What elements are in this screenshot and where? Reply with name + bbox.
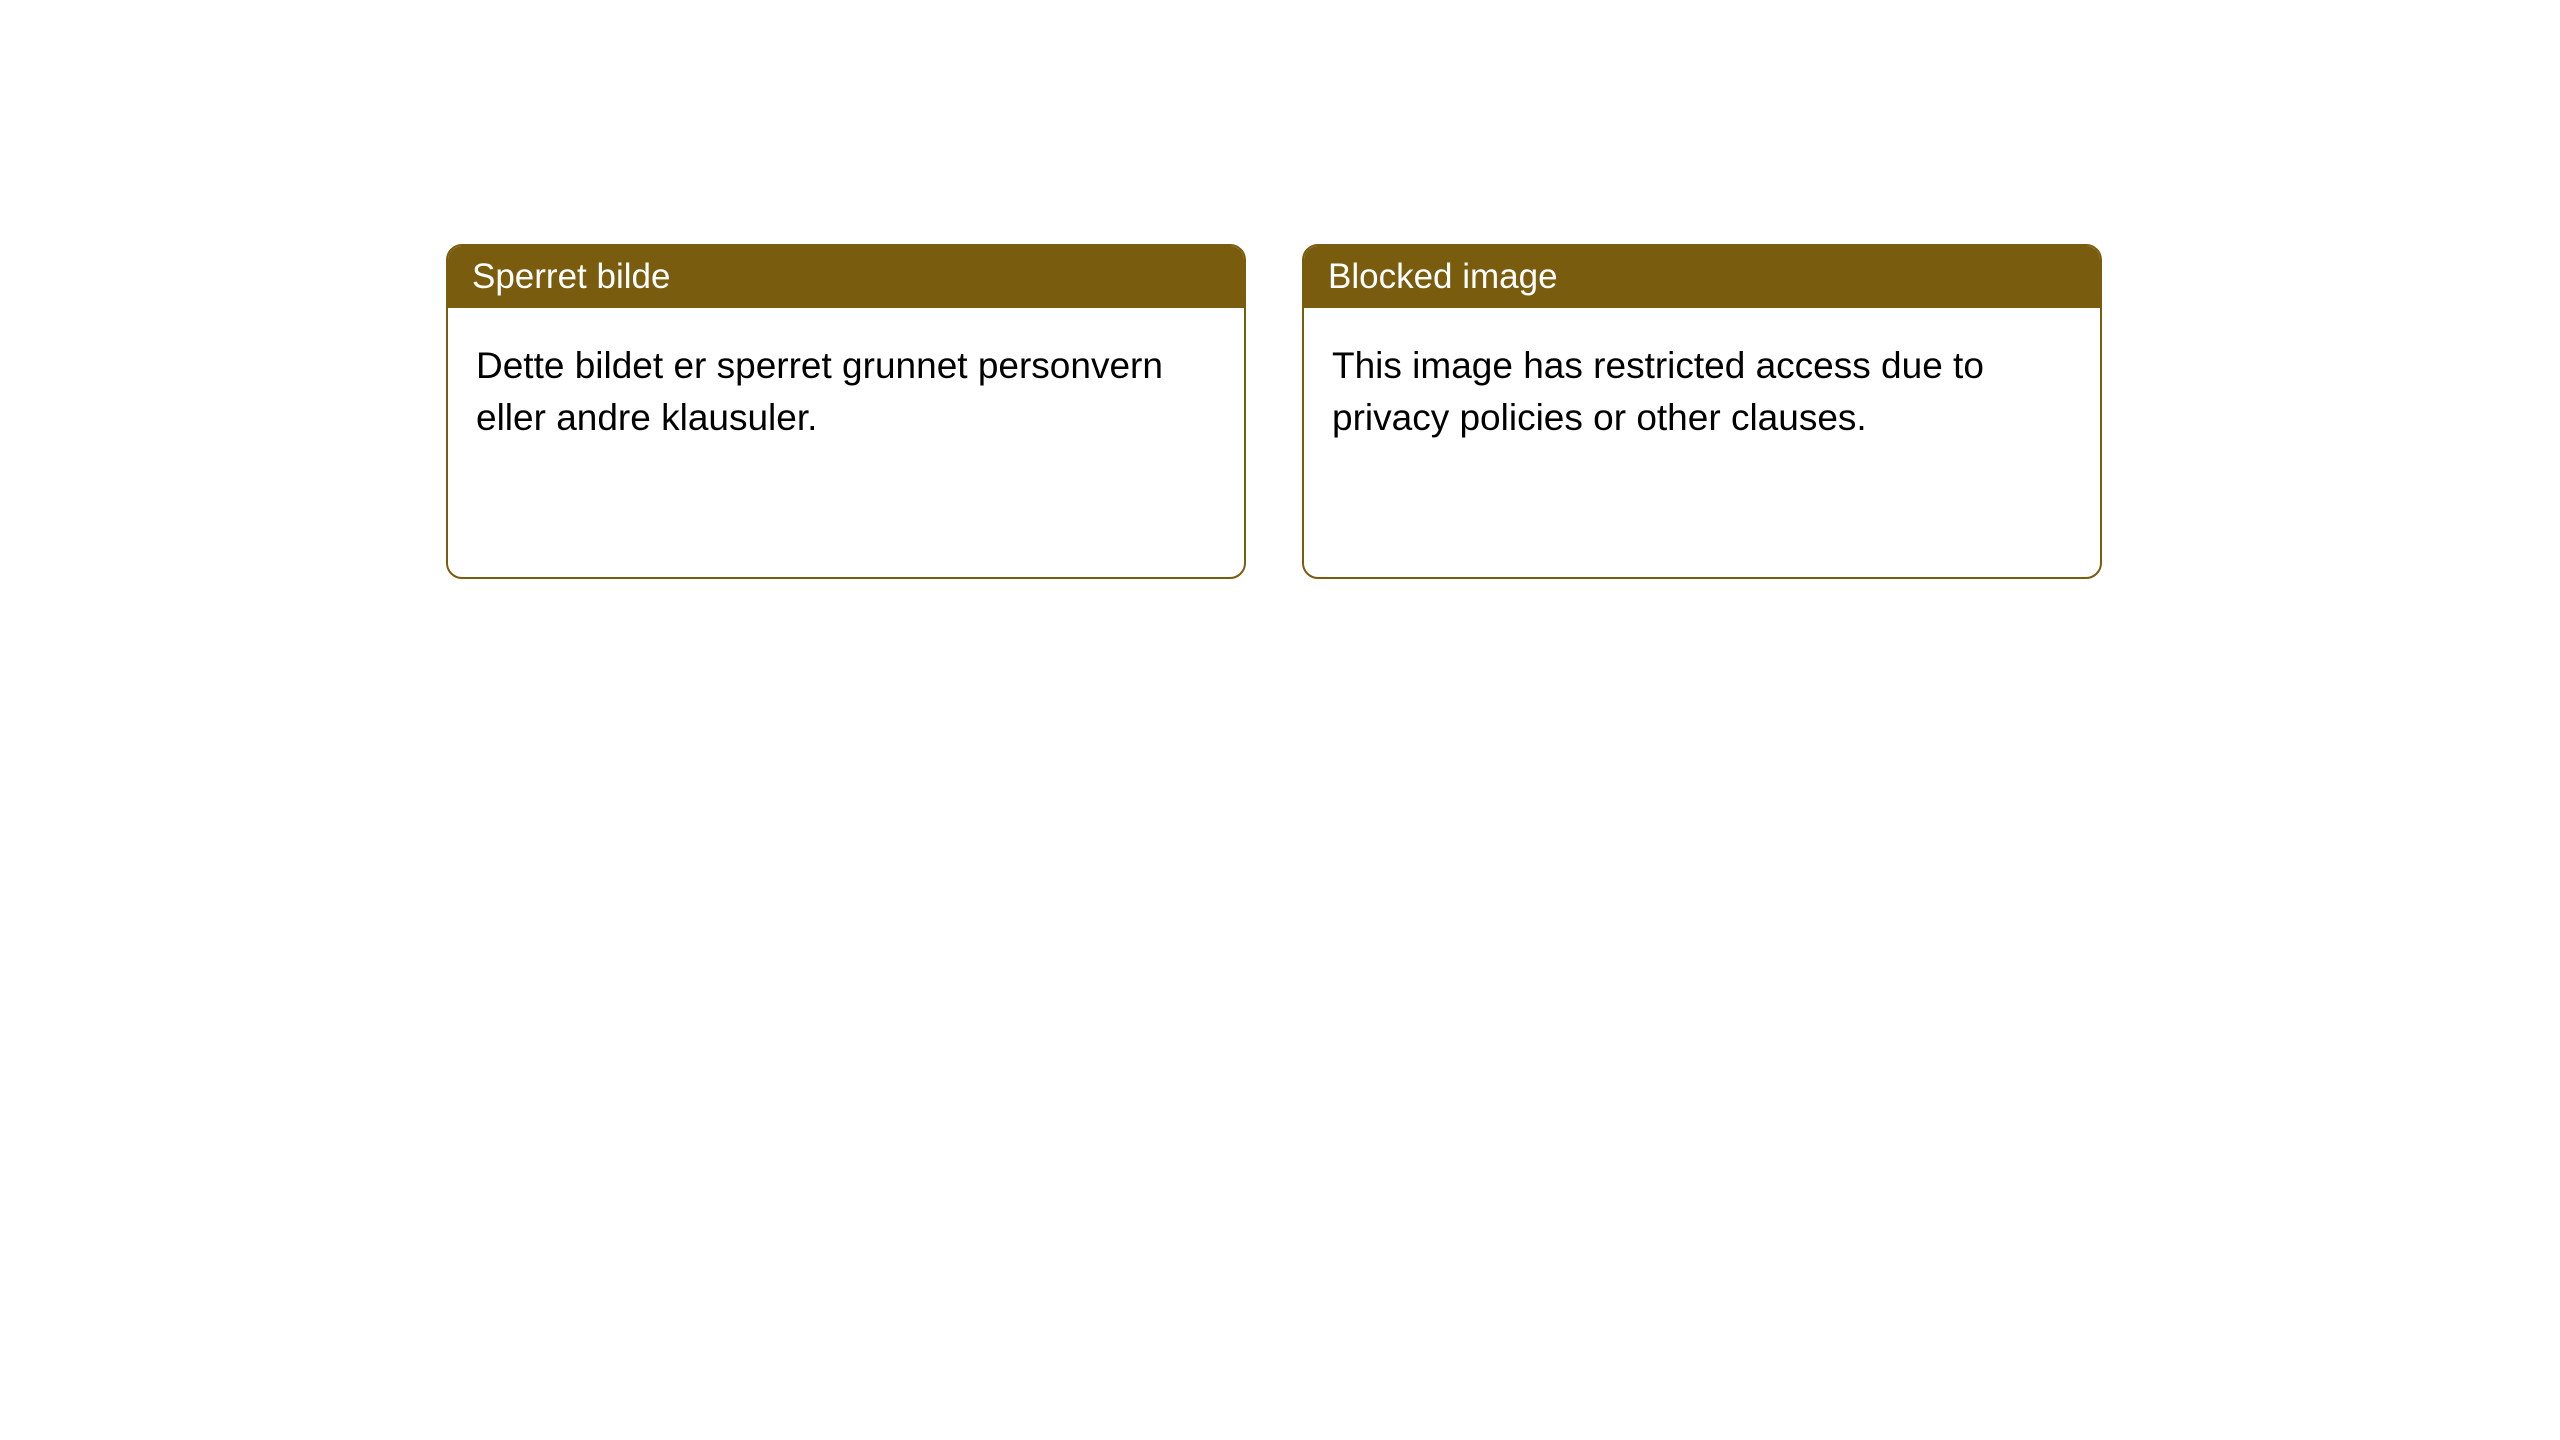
card-title-en: Blocked image — [1304, 246, 2100, 308]
card-body-no: Dette bildet er sperret grunnet personve… — [448, 308, 1244, 476]
cards-container: Sperret bilde Dette bildet er sperret gr… — [446, 244, 2102, 579]
card-body-en: This image has restricted access due to … — [1304, 308, 2100, 476]
blocked-image-card-no: Sperret bilde Dette bildet er sperret gr… — [446, 244, 1246, 579]
blocked-image-card-en: Blocked image This image has restricted … — [1302, 244, 2102, 579]
card-title-no: Sperret bilde — [448, 246, 1244, 308]
